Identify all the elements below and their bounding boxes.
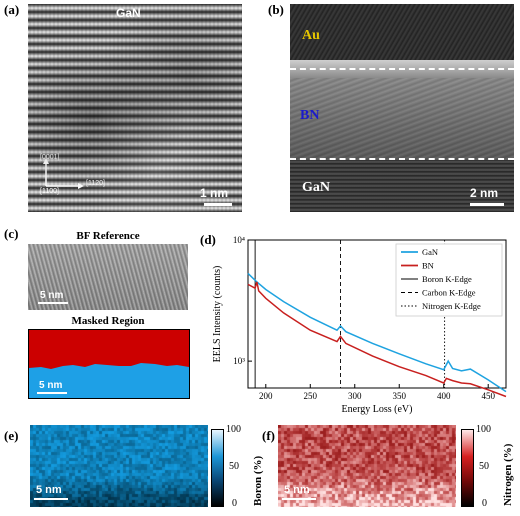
interface-image: Au BN GaN 2 nm — [290, 4, 514, 212]
gan-title: GaN — [116, 6, 141, 20]
panel-e-label: (e) — [4, 428, 19, 443]
scale-bar-a — [204, 203, 232, 206]
dir-1100: [1100] — [40, 188, 59, 195]
eels-chart: 200 250 300 350 400 450 10⁴ 10³ Energy Loss (eV)… — [212, 235, 507, 415]
dir-0001: [0001] — [40, 154, 60, 161]
boron-tick-50: 50 — [229, 461, 239, 472]
nitrogen-tick-0: 0 — [482, 498, 487, 509]
scale-bar-e — [34, 498, 68, 500]
orientation-axes — [43, 158, 84, 189]
masked-region-image: 5 nm — [28, 329, 190, 399]
gan-lattice-image: GaN [0001] [1100] [1120] 1 nm — [28, 4, 242, 212]
boron-tick-0: 0 — [232, 498, 237, 509]
nitrogen-colorbar — [461, 429, 474, 507]
scale-label-c2: 5 nm — [39, 380, 63, 391]
panel-f-label: (f) — [262, 428, 275, 443]
x-tick-label: 250 — [304, 391, 318, 401]
dir-1120: [1120] — [86, 180, 105, 187]
series-line — [247, 272, 507, 393]
legend-entry: GaN — [422, 247, 438, 257]
x-axis-label: Energy Loss (eV) — [342, 404, 413, 415]
bn-label: BN — [300, 108, 320, 123]
au-region — [290, 4, 514, 60]
scale-bar-c1 — [38, 302, 68, 304]
scale-bar-c2 — [37, 392, 67, 394]
scale-label-a: 1 nm — [200, 186, 229, 200]
boron-map — [30, 425, 208, 507]
x-tick-label: 450 — [481, 391, 495, 401]
scale-label-e: 5 nm — [36, 484, 62, 496]
y-tick-label: 10⁴ — [233, 235, 245, 245]
x-tick-label: 400 — [437, 391, 451, 401]
scale-bar-b — [470, 203, 504, 206]
bn-gan-interface-line — [290, 158, 514, 160]
nitrogen-map — [278, 425, 456, 507]
scale-label-f: 5 nm — [284, 484, 310, 496]
gan-label-b: GaN — [302, 180, 330, 195]
nitrogen-tick-100: 100 — [476, 424, 491, 435]
au-label: Au — [302, 28, 320, 43]
mask-map — [29, 330, 189, 398]
scale-label-c1: 5 nm — [40, 290, 64, 301]
legend-entry: BN — [422, 261, 434, 271]
bf-reference-image: 5 nm — [28, 244, 188, 310]
scale-label-b: 2 nm — [470, 186, 499, 200]
legend-entry: Boron K-Edge — [422, 274, 472, 284]
au-interface-line — [290, 68, 514, 70]
boron-tick-100: 100 — [226, 424, 241, 435]
scale-bar-f — [282, 498, 316, 500]
x-tick-label: 200 — [259, 391, 273, 401]
x-tick-label: 350 — [392, 391, 406, 401]
nitrogen-tick-50: 50 — [479, 461, 489, 472]
panel-b-label: (b) — [268, 2, 284, 17]
panel-d-label: (d) — [200, 232, 216, 247]
masked-region-title: Masked Region — [71, 315, 145, 327]
panel-a-label: (a) — [4, 2, 20, 17]
legend-box — [395, 243, 503, 317]
boron-colorbar — [211, 429, 224, 507]
bn-region — [290, 78, 514, 160]
panel-c-label: (c) — [4, 226, 19, 241]
y-tick-label: 10³ — [233, 356, 245, 366]
y-axis-label: EELS Intensity (counts) — [212, 266, 223, 363]
legend-entry: Carbon K-Edge — [422, 288, 476, 298]
series-line — [247, 281, 507, 398]
legend-entry: Nitrogen K-Edge — [422, 301, 481, 311]
x-tick-label: 300 — [348, 391, 362, 401]
bf-reference-title: BF Reference — [76, 230, 140, 242]
nitrogen-colorbar-label: Nitrogen (%) — [502, 443, 514, 506]
